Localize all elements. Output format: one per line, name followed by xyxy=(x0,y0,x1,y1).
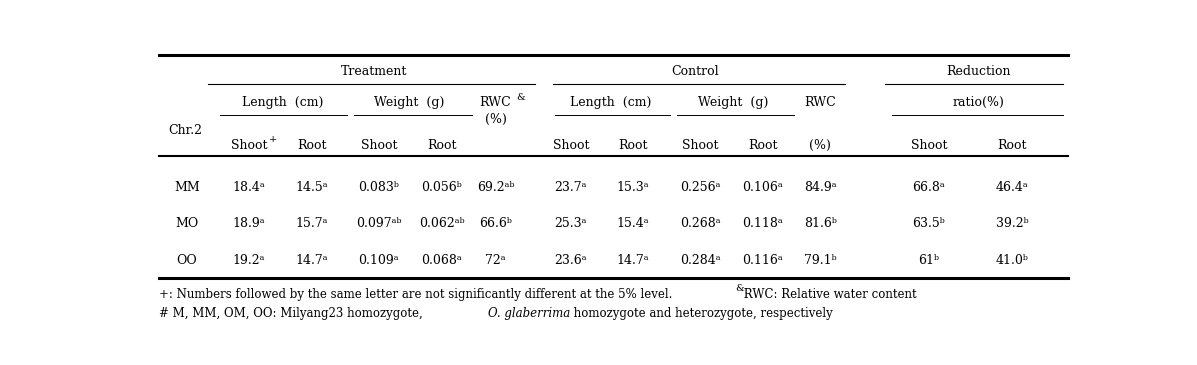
Text: 39.2ᵇ: 39.2ᵇ xyxy=(996,217,1028,230)
Text: 14.5ᵃ: 14.5ᵃ xyxy=(296,181,328,194)
Text: 63.5ᵇ: 63.5ᵇ xyxy=(912,217,946,230)
Text: OO: OO xyxy=(176,254,198,267)
Text: Shoot: Shoot xyxy=(360,139,397,152)
Text: Weight  (g): Weight (g) xyxy=(375,96,444,109)
Text: Chr.2: Chr.2 xyxy=(168,124,202,138)
Text: 15.7ᵃ: 15.7ᵃ xyxy=(296,217,328,230)
Text: Length  (cm): Length (cm) xyxy=(570,96,651,109)
Text: 84.9ᵃ: 84.9ᵃ xyxy=(804,181,837,194)
Text: 0.284ᵃ: 0.284ᵃ xyxy=(680,254,721,267)
Text: 14.7ᵃ: 14.7ᵃ xyxy=(616,254,649,267)
Text: +: Numbers followed by the same letter are not significantly different at the 5%: +: Numbers followed by the same letter a… xyxy=(159,288,673,301)
Text: 66.6ᵇ: 66.6ᵇ xyxy=(479,217,512,230)
Text: RWC: RWC xyxy=(804,96,837,109)
Text: 79.1ᵇ: 79.1ᵇ xyxy=(804,254,837,267)
Text: Weight  (g): Weight (g) xyxy=(698,96,768,109)
Text: 15.3ᵃ: 15.3ᵃ xyxy=(616,181,649,194)
Text: Root: Root xyxy=(997,139,1027,152)
Text: 25.3ᵃ: 25.3ᵃ xyxy=(554,217,587,230)
Text: Root: Root xyxy=(427,139,456,152)
Text: 41.0ᵇ: 41.0ᵇ xyxy=(996,254,1028,267)
Text: Shoot: Shoot xyxy=(553,139,589,152)
Text: 15.4ᵃ: 15.4ᵃ xyxy=(616,217,649,230)
Text: 18.9ᵃ: 18.9ᵃ xyxy=(232,217,266,230)
Text: Shoot: Shoot xyxy=(911,139,947,152)
Text: 0.106ᵃ: 0.106ᵃ xyxy=(742,181,783,194)
Text: 81.6ᵇ: 81.6ᵇ xyxy=(804,217,837,230)
Text: MM: MM xyxy=(174,181,200,194)
Text: (%): (%) xyxy=(809,139,831,152)
Text: Length  (cm): Length (cm) xyxy=(242,96,323,109)
Text: 0.097ᵃᵇ: 0.097ᵃᵇ xyxy=(356,217,401,230)
Text: 69.2ᵃᵇ: 69.2ᵃᵇ xyxy=(476,181,515,194)
Text: 19.2ᵃ: 19.2ᵃ xyxy=(232,254,266,267)
Text: 0.068ᵃ: 0.068ᵃ xyxy=(421,254,462,267)
Text: 0.268ᵃ: 0.268ᵃ xyxy=(680,217,721,230)
Text: 0.116ᵃ: 0.116ᵃ xyxy=(742,254,783,267)
Text: 14.7ᵃ: 14.7ᵃ xyxy=(296,254,328,267)
Text: 61ᵇ: 61ᵇ xyxy=(918,254,940,267)
Text: Reduction: Reduction xyxy=(946,65,1010,78)
Text: MO: MO xyxy=(175,217,199,230)
Text: 0.062ᵃᵇ: 0.062ᵃᵇ xyxy=(419,217,464,230)
Text: +: + xyxy=(269,135,278,144)
Text: &: & xyxy=(516,93,525,102)
Text: 0.109ᵃ: 0.109ᵃ xyxy=(358,254,399,267)
Text: ratio(%): ratio(%) xyxy=(952,96,1004,109)
Text: 0.118ᵃ: 0.118ᵃ xyxy=(742,217,783,230)
Text: Treatment: Treatment xyxy=(341,65,407,78)
Text: (%): (%) xyxy=(485,113,506,126)
Text: 23.7ᵃ: 23.7ᵃ xyxy=(554,181,587,194)
Text: O. glaberrima: O. glaberrima xyxy=(488,307,571,319)
Text: Root: Root xyxy=(748,139,778,152)
Text: 0.056ᵇ: 0.056ᵇ xyxy=(421,181,462,194)
Text: 72ᵃ: 72ᵃ xyxy=(485,254,506,267)
Text: RWC: RWC xyxy=(480,96,511,109)
Text: RWC: Relative water content: RWC: Relative water content xyxy=(740,288,916,301)
Text: Control: Control xyxy=(672,65,719,78)
Text: # M, MM, OM, OO: Milyang23 homozygote,: # M, MM, OM, OO: Milyang23 homozygote, xyxy=(159,307,426,319)
Text: 0.083ᵇ: 0.083ᵇ xyxy=(358,181,399,194)
Text: Shoot: Shoot xyxy=(231,139,267,152)
Text: 66.8ᵃ: 66.8ᵃ xyxy=(912,181,946,194)
Text: homozygote and heterozygote, respectively: homozygote and heterozygote, respectivel… xyxy=(570,307,833,319)
Text: 0.256ᵃ: 0.256ᵃ xyxy=(680,181,721,194)
Text: 18.4ᵃ: 18.4ᵃ xyxy=(232,181,266,194)
Text: 23.6ᵃ: 23.6ᵃ xyxy=(554,254,587,267)
Text: Shoot: Shoot xyxy=(682,139,719,152)
Text: 46.4ᵃ: 46.4ᵃ xyxy=(996,181,1028,194)
Text: Root: Root xyxy=(618,139,648,152)
Text: Root: Root xyxy=(297,139,327,152)
Text: &: & xyxy=(735,284,743,293)
